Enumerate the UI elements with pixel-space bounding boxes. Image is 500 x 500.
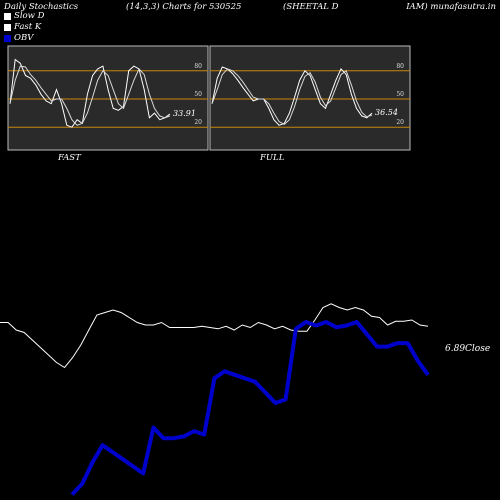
header-site: IAM) munafasutra.in [406,2,496,12]
fast-panel-frame [7,45,209,151]
close-last-value-label: 6.89Close [445,344,490,354]
header-params: (14,3,3) Charts for 530525 [126,2,242,12]
full-level-label-20: 20 [396,119,404,126]
fast-panel-title: FAST [57,153,82,163]
full-stoch-panel: 20 50 80 36.54 FULL [209,45,411,163]
legend-label-slow-d: Slow D [14,11,45,21]
full-panel-frame [209,45,411,151]
legend-obv: OBV [4,33,33,43]
fast-series-slow-d [9,65,171,126]
fast-level-label-50: 50 [194,91,202,98]
full-level-label-50: 50 [396,91,404,98]
legend-swatch-fast-k [4,23,11,31]
fast-level-label-20: 20 [194,119,202,126]
header-title: Daily Stochastics [4,2,79,12]
full-series-slow-d [211,68,373,126]
legend-label-obv: OBV [14,33,34,43]
legend-label-fast-k: Fast K [14,22,42,32]
fast-last-value-label: 33.91 [173,109,196,118]
fast-series-fast-k [9,58,171,128]
obv-line [70,320,430,496]
full-last-value-label: 36.54 [375,108,398,117]
legend-slow-d: Slow D [4,11,44,21]
legend-swatch-obv [4,34,11,42]
header-company: (SHEETAL D [283,2,339,12]
legend-fast-k: Fast K [4,22,41,32]
full-series-fast-k [211,66,373,126]
fast-level-label-80: 80 [194,63,202,70]
legend-swatch-slow-d [4,12,11,20]
full-panel-title: FULL [259,153,285,163]
fast-stoch-panel: 20 50 80 33.91 FAST [7,45,209,163]
close-price-line [0,303,429,369]
full-level-label-80: 80 [396,63,404,70]
